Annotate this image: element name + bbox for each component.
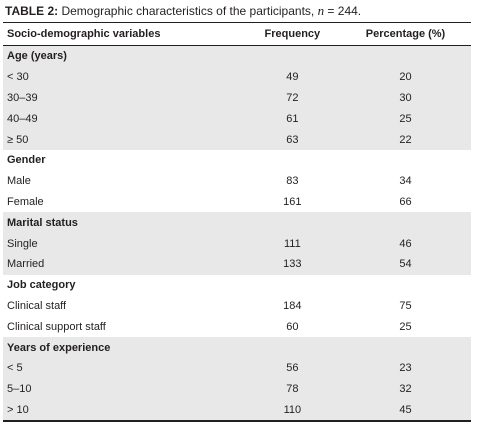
group-label: Job category bbox=[7, 279, 76, 292]
group-row: Years of experience bbox=[3, 337, 471, 358]
cell bbox=[340, 337, 471, 358]
column-header: Socio-demographic variables bbox=[3, 22, 245, 46]
group-row: Job category bbox=[3, 275, 471, 296]
data-row: ≥ 50 63 22 bbox=[3, 129, 471, 150]
row-label: Female bbox=[7, 195, 44, 208]
caption-label: TABLE 2: bbox=[5, 4, 59, 18]
data-row: 5–10 78 32 bbox=[3, 378, 471, 400]
frequency-cell: 133 bbox=[244, 253, 340, 275]
column-header: Percentage (%) bbox=[340, 22, 471, 46]
percentage-cell: 46 bbox=[340, 233, 471, 254]
row-label: 40–49 bbox=[3, 108, 245, 130]
row-label: 30–39 bbox=[3, 87, 245, 109]
percentage-cell: 23 bbox=[340, 357, 471, 379]
data-row: 30–39 72 30 bbox=[3, 87, 471, 109]
group-label: Age (years) bbox=[3, 45, 245, 67]
percentage-cell: 34 bbox=[399, 175, 412, 188]
column-header: Frequency bbox=[244, 22, 340, 46]
frequency-cell: 63 bbox=[244, 129, 340, 150]
group-row: Marital status bbox=[3, 212, 471, 234]
data-row: Clinical support staff 60 25 bbox=[3, 316, 471, 337]
group-row: Age (years) bbox=[3, 45, 471, 67]
data-row: < 5 56 23 bbox=[3, 357, 471, 379]
data-row: 40–49 61 25 bbox=[3, 108, 471, 130]
frequency-cell: 49 bbox=[244, 66, 340, 88]
row-label: Married bbox=[3, 253, 245, 275]
cell bbox=[340, 275, 471, 296]
group-label: Gender bbox=[7, 154, 46, 167]
row-label: < 5 bbox=[3, 357, 245, 379]
group-row: Gender bbox=[3, 150, 471, 171]
percentage-cell: 30 bbox=[340, 87, 471, 109]
frequency-cell: 161 bbox=[283, 195, 302, 208]
row-label: > 10 bbox=[3, 399, 245, 422]
frequency-cell: 60 bbox=[286, 320, 299, 333]
table: Socio-demographic variables Frequency Pe… bbox=[3, 22, 471, 423]
frequency-cell: 83 bbox=[286, 175, 299, 188]
frequency-cell: 61 bbox=[244, 108, 340, 130]
group-label: Marital status bbox=[3, 212, 245, 234]
group-label: Years of experience bbox=[3, 337, 245, 358]
data-row: < 30 49 20 bbox=[3, 66, 471, 88]
percentage-cell: 75 bbox=[399, 299, 412, 312]
data-row: Married 133 54 bbox=[3, 253, 471, 275]
cell bbox=[340, 45, 471, 67]
frequency-cell: 111 bbox=[244, 233, 340, 254]
data-row: Clinical staff 184 75 bbox=[3, 296, 471, 317]
row-label: Clinical support staff bbox=[7, 320, 106, 333]
cell bbox=[340, 212, 471, 234]
cell bbox=[245, 150, 340, 171]
row-label: Single bbox=[3, 233, 245, 254]
caption-text: Demographic characteristics of the parti… bbox=[61, 4, 315, 18]
row-label: < 30 bbox=[3, 66, 245, 88]
percentage-cell: 32 bbox=[340, 378, 471, 400]
cell bbox=[340, 150, 471, 171]
page: TABLE 2: Demographic characteristics of … bbox=[3, 0, 471, 429]
header-row: Socio-demographic variables Frequency Pe… bbox=[3, 22, 471, 46]
row-label: ≥ 50 bbox=[3, 129, 245, 150]
frequency-cell: 184 bbox=[283, 299, 302, 312]
data-row: Female 161 66 bbox=[3, 192, 471, 213]
row-label: 5–10 bbox=[3, 378, 245, 400]
row-label: Clinical staff bbox=[7, 299, 67, 312]
frequency-cell: 110 bbox=[244, 399, 340, 422]
percentage-cell: 45 bbox=[340, 399, 471, 422]
percentage-cell: 20 bbox=[340, 66, 471, 88]
frequency-cell: 78 bbox=[244, 378, 340, 400]
percentage-cell: 66 bbox=[399, 195, 412, 208]
cell bbox=[245, 275, 340, 296]
percentage-cell: 54 bbox=[340, 253, 471, 275]
frequency-cell: 72 bbox=[244, 87, 340, 109]
data-row: > 10 110 45 bbox=[3, 399, 471, 422]
percentage-cell: 25 bbox=[340, 108, 471, 130]
cell bbox=[244, 337, 340, 358]
cell bbox=[244, 45, 340, 67]
cell bbox=[244, 212, 340, 234]
data-row: Single 111 46 bbox=[3, 233, 471, 254]
percentage-cell: 22 bbox=[340, 129, 471, 150]
table-body: Age (years) < 30 49 20 30–39 72 30 40–49 61 25 ≥ 5… bbox=[3, 45, 471, 422]
table-caption: TABLE 2: Demographic characteristics of … bbox=[3, 0, 471, 22]
caption-variable: n bbox=[317, 3, 325, 18]
data-row: Male 83 34 bbox=[3, 171, 471, 192]
row-label: Male bbox=[7, 175, 31, 188]
frequency-cell: 56 bbox=[244, 357, 340, 379]
percentage-cell: 25 bbox=[399, 320, 412, 333]
caption-value: = 244. bbox=[327, 4, 362, 18]
